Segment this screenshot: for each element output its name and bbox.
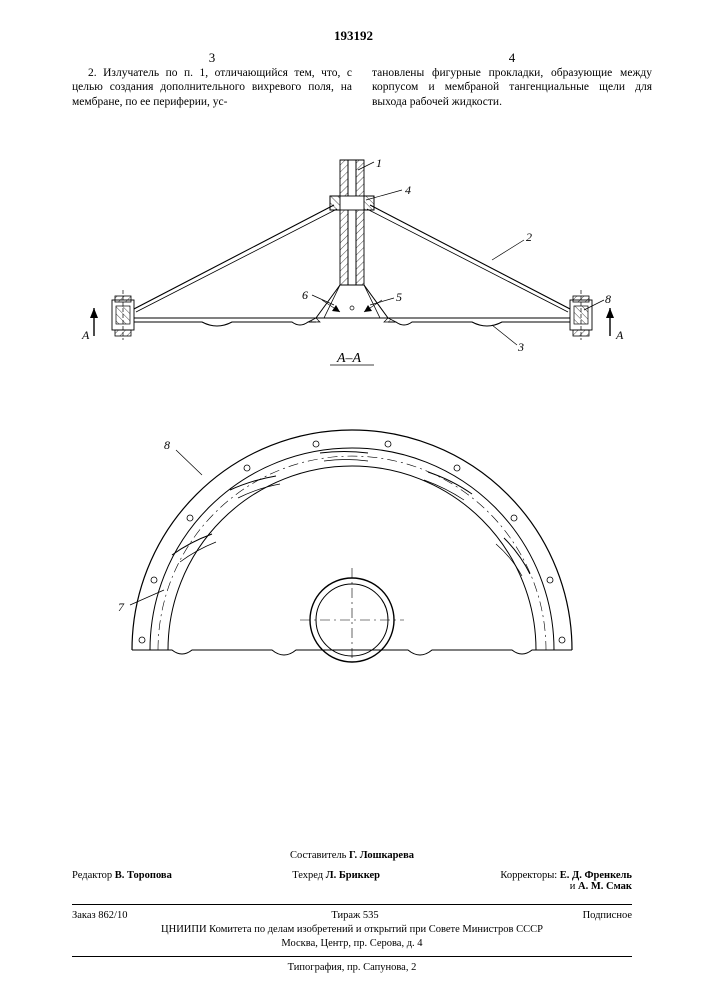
para-left: 2. Излучатель по п. 1, отличающийся тем,…: [72, 66, 352, 109]
body-col-right: тановлены фигурные прокладки, образующие…: [372, 66, 652, 109]
section-A-right: А: [616, 328, 623, 343]
credits-row: Редактор В. Торопова Техред Л. Бриккер К…: [72, 870, 632, 892]
org2: Москва, Центр, пр. Серова, д. 4: [72, 938, 632, 949]
proof1: Е. Д. Френкель: [560, 870, 632, 881]
membrane: [132, 318, 572, 326]
figure: А–А: [72, 150, 632, 690]
section-mark-left: [90, 308, 98, 336]
subscr: Подписное: [583, 910, 632, 921]
org1: ЦНИИПИ Комитета по делам изобретений и о…: [72, 924, 632, 935]
proof: Корректоры: Е. Д. Френкель и А. М. Смак: [500, 870, 632, 892]
rule-1: [72, 904, 632, 905]
patent-number: 193192: [0, 28, 707, 44]
top-assembly: [90, 160, 614, 345]
callout-8a: 8: [605, 292, 611, 307]
techred-label: Техред: [292, 870, 323, 881]
proof-label: Корректоры:: [500, 870, 557, 881]
callout-2: 2: [526, 230, 532, 245]
callout-8b: 8: [164, 438, 170, 453]
section-mark-right: [606, 308, 614, 336]
compiler-name: Г. Лошкарева: [349, 850, 414, 861]
section-A-left: А: [82, 328, 89, 343]
compiler-line: Составитель Г. Лошкарева: [72, 850, 632, 861]
bolt-left: [112, 290, 134, 340]
col-num-right: 4: [372, 50, 652, 66]
proof2: А. М. Смак: [578, 881, 632, 892]
callout-4: 4: [405, 183, 411, 198]
compiler-label: Составитель: [290, 850, 346, 861]
callout-1: 1: [376, 156, 382, 171]
editor-name: В. Торопова: [115, 870, 172, 881]
col-num-left: 3: [72, 50, 352, 66]
para-right: тановлены фигурные прокладки, образующие…: [372, 66, 652, 109]
pipe-base: [308, 285, 396, 322]
tirage: Тираж 535: [331, 910, 378, 921]
techred-name: Л. Бриккер: [326, 870, 380, 881]
proof-and: и: [570, 881, 576, 892]
techred: Техред Л. Бриккер: [292, 870, 380, 892]
section-label: А–А: [336, 351, 362, 366]
bottom-view: [130, 430, 572, 662]
body-col-left: 2. Излучатель по п. 1, отличающийся тем,…: [72, 66, 352, 109]
callout-3: 3: [518, 340, 524, 355]
central-pipe: [330, 160, 374, 290]
order-row: Заказ 862/10 Тираж 535 Подписное: [72, 910, 632, 921]
order: Заказ 862/10: [72, 910, 127, 921]
callout-7: 7: [118, 600, 124, 615]
editor-label: Редактор: [72, 870, 112, 881]
editor: Редактор В. Торопова: [72, 870, 172, 892]
bolt-right: [570, 290, 592, 340]
rule-2: [72, 956, 632, 957]
callout-5: 5: [396, 290, 402, 305]
callout-6: 6: [302, 288, 308, 303]
figure-svg: А–А: [72, 150, 632, 690]
typography: Типография, пр. Сапунова, 2: [72, 962, 632, 973]
